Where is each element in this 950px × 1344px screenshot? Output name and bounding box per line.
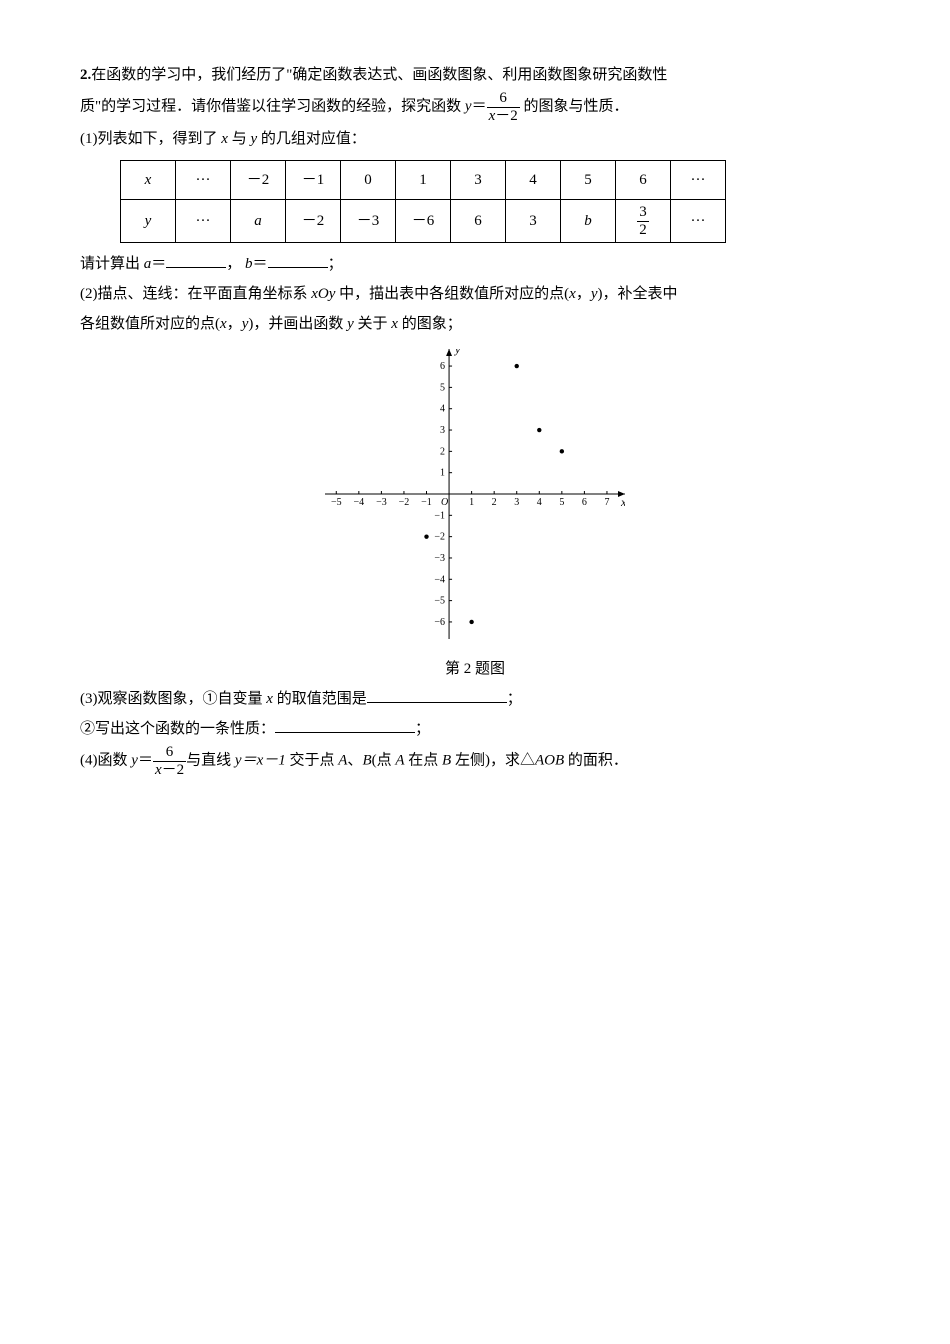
q2-intro-line2: 质"的学习过程．请你借鉴以往学习函数的经验，探究函数 y＝6x－2 的图象与性质… [80,90,870,124]
figure-caption: 第 2 题图 [80,654,870,684]
svg-text:5: 5 [440,382,445,393]
calc-blank-line: 请计算出 a＝， b＝； [80,249,870,279]
svg-text:5: 5 [559,497,564,508]
blank-domain[interactable] [367,702,507,703]
svg-text:6: 6 [582,497,587,508]
svg-text:3: 3 [514,497,519,508]
value-table: x···－2－1013456··· y···a－2－3－663b32··· [120,160,726,243]
svg-text:−3: −3 [376,497,387,508]
svg-text:−4: −4 [354,497,365,508]
part3-line2: ②写出这个函数的一条性质：； [80,714,870,744]
blank-a[interactable] [166,267,226,268]
part3-line1: (3)观察函数图象，①自变量 x 的取值范围是； [80,684,870,714]
part4: (4)函数 y＝6x－2与直线 y＝x－1 交于点 A、B(点 A 在点 B 左… [80,744,870,778]
svg-text:1: 1 [440,468,445,479]
svg-text:1: 1 [469,497,474,508]
graph-container: −5 −4 −3 −2 −1 1 2 3 4 5 6 7 −6 −5 −4 −3 −2 −1 1 2 3 4 5 6 Oy x [80,349,870,650]
table-row-y: y···a－2－3－663b32··· [121,200,726,243]
part2-line2: 各组数值所对应的点(x，y)，并画出函数 y 关于 x 的图象； [80,309,870,339]
line-equation: y＝x－1 [235,752,286,768]
svg-text:3: 3 [440,425,445,436]
fraction-6-over-x-2: 6x－2 [487,90,520,124]
q2-intro-line1: 2.在函数的学习中，我们经历了"确定函数表达式、画函数图象、利用函数图象研究函数… [80,60,870,90]
svg-text:y: y [454,349,461,356]
table-row-x: x···－2－1013456··· [121,161,726,200]
svg-text:−3: −3 [434,553,445,564]
svg-text:4: 4 [440,404,445,415]
svg-text:2: 2 [440,446,445,457]
svg-text:4: 4 [537,497,542,508]
part2-line1: (2)描点、连线：在平面直角坐标系 xOy 中，描出表中各组数值所对应的点(x，… [80,279,870,309]
svg-text:−2: −2 [399,497,410,508]
svg-text:−2: −2 [434,532,445,543]
svg-text:7: 7 [604,497,609,508]
blank-property[interactable] [275,732,415,733]
svg-text:−5: −5 [331,497,342,508]
svg-text:O: O [441,497,448,508]
part1: (1)列表如下，得到了 x 与 y 的几组对应值： [80,124,870,154]
fraction-6-over-x-2b: 6x－2 [153,744,186,778]
svg-text:−4: −4 [434,574,445,585]
svg-text:2: 2 [492,497,497,508]
svg-text:−6: −6 [434,617,445,628]
svg-text:−1: −1 [421,497,432,508]
svg-text:−1: −1 [434,510,445,521]
blank-b[interactable] [268,267,328,268]
svg-text:x: x [620,495,625,509]
svg-text:−5: −5 [434,596,445,607]
q2-number: 2. [80,67,91,83]
coordinate-graph: −5 −4 −3 −2 −1 1 2 3 4 5 6 7 −6 −5 −4 −3 −2 −1 1 2 3 4 5 6 Oy x [325,349,625,639]
svg-text:6: 6 [440,361,445,372]
